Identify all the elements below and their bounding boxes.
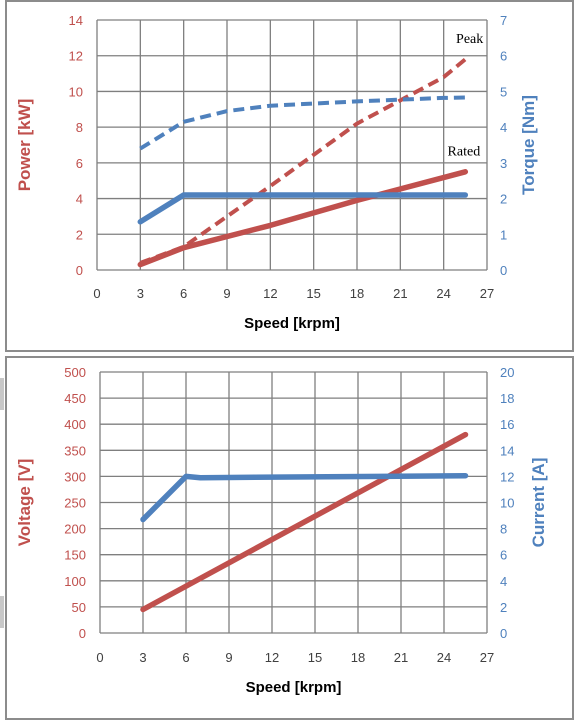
voltage-current-right-tick-label: 20: [500, 365, 514, 380]
power-torque-right-tick-label: 5: [500, 84, 507, 99]
voltage-current-left-tick-label: 50: [72, 600, 86, 615]
voltage-current-x-tick-label: 15: [308, 650, 322, 665]
voltage-current-x-tick-label: 18: [351, 650, 365, 665]
power-torque-x-tick-label: 6: [180, 286, 187, 301]
power-torque-left-tick-label: 0: [76, 263, 83, 278]
power-torque-right-tick-label: 7: [500, 13, 507, 28]
power-torque-right-tick-label: 3: [500, 156, 507, 171]
power-torque-x-tick-label: 3: [137, 286, 144, 301]
voltage-current-left-tick-label: 100: [64, 574, 86, 589]
power-torque-x-tick-label: 27: [480, 286, 494, 301]
power-torque-right-tick-label: 6: [500, 49, 507, 64]
voltage-current-x-tick-label: 27: [480, 650, 494, 665]
power-torque-left-tick-label: 10: [69, 84, 83, 99]
voltage-current-series-blue-solid-line: [140, 472, 469, 523]
power-torque-x-tick-label: 12: [263, 286, 277, 301]
power-torque-left-tick-label: 4: [76, 192, 83, 207]
power-torque-right-tick-label: 4: [500, 120, 507, 135]
voltage-current-series-red-solid-line: [140, 431, 469, 613]
voltage-current-x-tick-label: 6: [182, 650, 189, 665]
voltage-current-x-tick-label: 24: [437, 650, 451, 665]
voltage-current-right-tick-label: 8: [500, 522, 507, 537]
voltage-current-right-tick-label: 12: [500, 469, 514, 484]
power-torque-annotation-label: Rated: [448, 145, 481, 160]
voltage-current-right-tick-label: 16: [500, 417, 514, 432]
power-torque-right-tick-label: 0: [500, 263, 507, 278]
voltage-current-left-tick-label: 0: [79, 626, 86, 641]
voltage-current-x-tick-label: 0: [96, 650, 103, 665]
voltage-current-right-tick-label: 14: [500, 443, 514, 458]
power-torque-right-axis-title: Torque [Nm]: [519, 95, 538, 195]
power-torque-left-tick-label: 6: [76, 156, 83, 171]
voltage-current-left-tick-label: 350: [64, 443, 86, 458]
power-torque-x-tick-label: 9: [223, 286, 230, 301]
power-torque-series-blue-solid-line: [137, 192, 469, 225]
power-torque-left-tick-label: 14: [69, 13, 83, 28]
power-torque-x-tick-label: 24: [436, 286, 450, 301]
voltage-current-left-tick-label: 450: [64, 391, 86, 406]
power-torque-left-axis-title: Power [kW]: [15, 99, 34, 192]
edge-tab-upper: [0, 378, 4, 410]
power-torque-left-tick-label: 8: [76, 120, 83, 135]
power-torque-x-axis-title: Speed [krpm]: [244, 315, 340, 332]
voltage-current-x-tick-label: 21: [394, 650, 408, 665]
power-torque-x-tick-label: 18: [350, 286, 364, 301]
power-torque-series-blue-dashed-line: [139, 95, 466, 151]
power-torque-annotation-label: Peak: [456, 32, 483, 47]
voltage-current-left-tick-label: 400: [64, 417, 86, 432]
voltage-current-right-tick-label: 10: [500, 496, 514, 511]
power-torque-right-tick-label: 2: [500, 192, 507, 207]
edge-tab-lower: [0, 596, 4, 628]
power-torque-right-tick-label: 1: [500, 227, 507, 242]
voltage-current-x-tick-label: 9: [225, 650, 232, 665]
voltage-current-left-tick-label: 250: [64, 496, 86, 511]
voltage-current-right-tick-label: 0: [500, 626, 507, 641]
power-torque-left-tick-label: 2: [76, 227, 83, 242]
voltage-current-x-axis-title: Speed [krpm]: [246, 679, 342, 696]
voltage-current-left-axis-title: Voltage [V]: [15, 459, 34, 547]
voltage-current-left-tick-label: 500: [64, 365, 86, 380]
voltage-current-right-tick-label: 6: [500, 548, 507, 563]
voltage-current-right-tick-label: 2: [500, 600, 507, 615]
voltage-current-left-tick-label: 150: [64, 548, 86, 563]
power-torque-left-tick-label: 12: [69, 49, 83, 64]
voltage-current-x-tick-label: 12: [265, 650, 279, 665]
power-torque-x-tick-label: 15: [306, 286, 320, 301]
voltage-current-left-tick-label: 300: [64, 469, 86, 484]
voltage-current-right-tick-label: 18: [500, 391, 514, 406]
power-torque-x-tick-label: 0: [93, 286, 100, 301]
voltage-current-left-tick-label: 200: [64, 522, 86, 537]
voltage-current-right-axis-title: Current [A]: [529, 458, 548, 548]
voltage-current-right-tick-label: 4: [500, 574, 507, 589]
power-torque-chart-panel: [5, 0, 574, 352]
power-torque-x-tick-label: 21: [393, 286, 407, 301]
power-torque-series-red-solid-line: [137, 169, 469, 268]
voltage-current-x-tick-label: 3: [139, 650, 146, 665]
power-torque-series-red-dashed-line: [139, 57, 467, 265]
